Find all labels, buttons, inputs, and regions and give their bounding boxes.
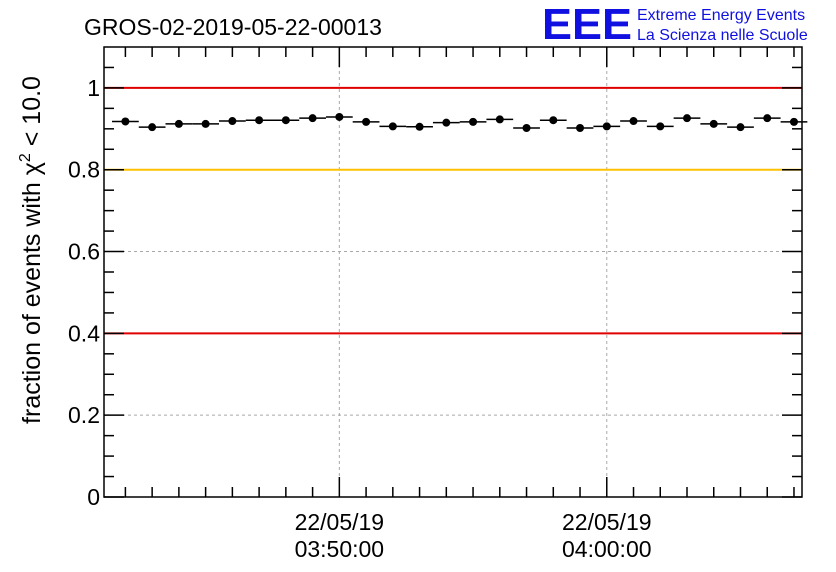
y-axis-label: fraction of events with χ2 < 10.0 — [17, 76, 46, 424]
eee-logo: EEE Extreme Energy Events La Scienza nel… — [542, 0, 808, 49]
y-tick-label-4: 0.8 — [68, 157, 100, 183]
data-point-10 — [388, 122, 397, 131]
chart-title: GROS-02-2019-05-22-00013 — [84, 14, 382, 40]
data-point-13 — [469, 117, 478, 126]
y-tick-label-0: 0 — [87, 484, 100, 510]
data-point-25 — [789, 117, 798, 126]
data-point-15 — [522, 124, 531, 132]
data-point-14 — [495, 115, 504, 124]
y-axis-label-suffix: < 10.0 — [18, 76, 46, 153]
data-point-17 — [576, 124, 585, 132]
y-axis-label-chi: χ — [18, 162, 46, 175]
x-tick-label-time-0: 03:50:00 — [295, 536, 385, 562]
plot-frame — [103, 46, 803, 498]
logo-letters: EEE — [542, 0, 632, 49]
data-point-11 — [415, 122, 424, 131]
data-point-4 — [228, 117, 237, 126]
x-tick-label-time-1: 04:00:00 — [562, 536, 652, 562]
data-point-20 — [656, 122, 665, 131]
data-point-12 — [442, 118, 451, 127]
logo-line2: La Scienza nelle Scuole — [637, 27, 808, 44]
data-point-16 — [549, 116, 558, 125]
data-point-1 — [148, 123, 157, 132]
data-point-9 — [362, 117, 371, 126]
data-point-19 — [629, 117, 638, 126]
data-point-2 — [174, 119, 183, 128]
data-point-21 — [683, 114, 692, 123]
y-axis-label-prefix: fraction of events with — [18, 175, 46, 424]
data-point-8 — [335, 112, 344, 121]
data-point-0 — [121, 117, 130, 126]
y-tick-label-3: 0.6 — [68, 239, 100, 265]
data-point-18 — [602, 122, 611, 131]
data-point-7 — [308, 114, 317, 123]
y-tick-label-2: 0.4 — [68, 320, 100, 346]
data-point-24 — [763, 114, 772, 123]
y-tick-label-1: 0.2 — [68, 402, 100, 428]
x-tick-label-date-0: 22/05/19 — [295, 509, 385, 535]
data-point-3 — [201, 119, 210, 128]
plot-area: 00.20.40.60.8122/05/1903:50:0022/05/1904… — [68, 46, 808, 562]
x-tick-label-date-1: 22/05/19 — [562, 509, 652, 535]
y-axis-label-sup: 2 — [17, 153, 34, 162]
logo-line1: Extreme Energy Events — [637, 7, 805, 24]
data-point-5 — [255, 116, 264, 125]
data-point-23 — [736, 123, 745, 132]
data-point-6 — [281, 116, 290, 125]
data-point-22 — [709, 119, 718, 128]
y-tick-label-5: 1 — [87, 75, 100, 101]
